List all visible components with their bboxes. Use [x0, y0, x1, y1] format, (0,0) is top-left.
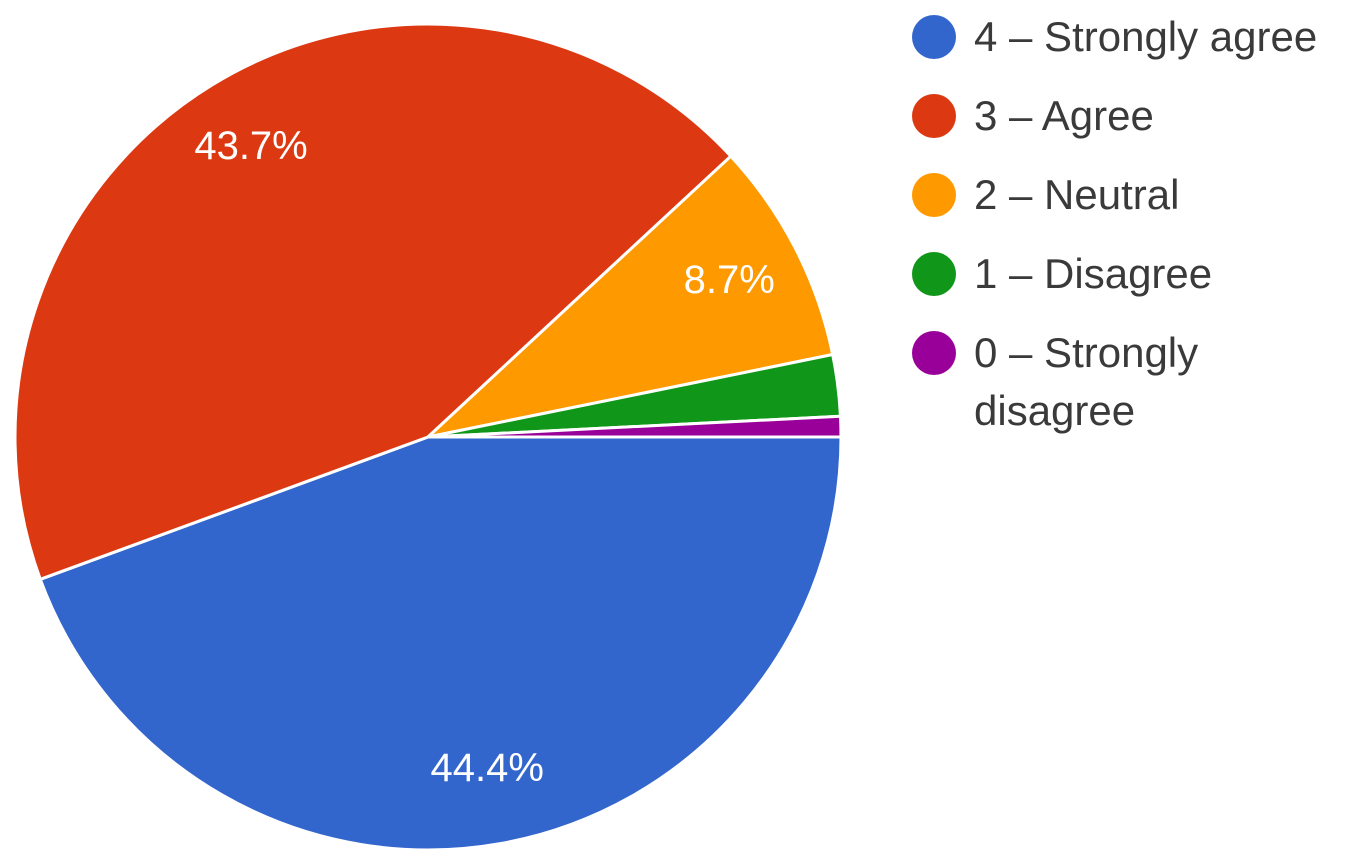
legend: 4 – Strongly agree 3 – Agree 2 – Neutral… — [912, 8, 1362, 461]
legend-label: 0 – Strongly disagree — [974, 329, 1199, 434]
legend-item-strongly-agree[interactable]: 4 – Strongly agree — [912, 8, 1362, 66]
pie-slice-0[interactable] — [38, 435, 843, 852]
legend-label: 3 – Agree — [974, 92, 1154, 139]
slice-label-0: 44.4% — [431, 746, 544, 790]
pie-slice-4[interactable] — [426, 414, 843, 439]
legend-swatch — [912, 173, 956, 217]
legend-swatch — [912, 94, 956, 138]
legend-swatch — [912, 15, 956, 59]
legend-item-disagree[interactable]: 1 – Disagree — [912, 245, 1362, 303]
pie-slice-1[interactable] — [13, 22, 733, 581]
legend-item-neutral[interactable]: 2 – Neutral — [912, 166, 1362, 224]
legend-item-agree[interactable]: 3 – Agree — [912, 87, 1362, 145]
legend-swatch — [912, 252, 956, 296]
pie-slice-2[interactable] — [426, 154, 835, 439]
slice-label-2: 8.7% — [684, 258, 775, 302]
slice-label-1: 43.7% — [194, 124, 307, 168]
slice-labels: 44.4% 43.7% 8.7% — [194, 124, 775, 790]
legend-swatch — [912, 331, 956, 375]
legend-item-strongly-disagree[interactable]: 0 – Strongly disagree — [912, 324, 1362, 440]
legend-label: 2 – Neutral — [974, 171, 1180, 218]
legend-label: 4 – Strongly agree — [974, 13, 1318, 60]
legend-label: 1 – Disagree — [974, 250, 1213, 297]
